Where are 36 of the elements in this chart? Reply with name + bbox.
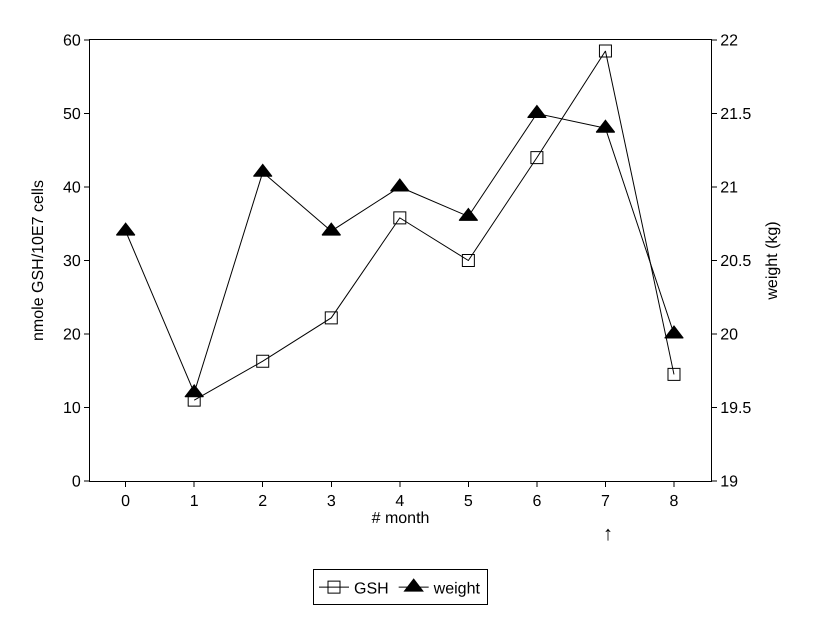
y2-tick-label: 19 bbox=[720, 474, 738, 491]
x-tick-label: 8 bbox=[670, 493, 679, 510]
point bbox=[598, 44, 612, 58]
x-tick-label: 7 bbox=[600, 493, 610, 510]
point bbox=[324, 311, 338, 324]
y-tick-label: 0 bbox=[72, 474, 81, 491]
legend-label: GSH bbox=[354, 580, 389, 598]
point bbox=[667, 368, 680, 381]
x-tick-label: 6 bbox=[532, 493, 542, 510]
y2-axis-title: weight (kg) bbox=[764, 221, 782, 301]
y-tick-label: 60 bbox=[63, 32, 81, 50]
x-tick-label: 4 bbox=[395, 493, 404, 510]
y-tick-label: 30 bbox=[63, 253, 81, 270]
x-tick-label: 1 bbox=[190, 493, 199, 510]
y-tick-label: 50 bbox=[63, 106, 81, 124]
legend-label: weight bbox=[432, 580, 480, 598]
y2-tick-label: 20.5 bbox=[720, 253, 752, 270]
y-axis-title: nmole GSH/10E7 cells bbox=[30, 180, 47, 341]
x-tick-label: 2 bbox=[258, 493, 268, 510]
point bbox=[530, 151, 544, 164]
point bbox=[462, 254, 475, 267]
point bbox=[256, 354, 270, 368]
point bbox=[393, 211, 406, 224]
x-tick-label: 5 bbox=[464, 493, 473, 510]
x-tick-label: 0 bbox=[121, 493, 130, 510]
y2-tick-label: 22 bbox=[720, 32, 738, 50]
y-tick-label: 10 bbox=[63, 400, 81, 418]
y2-tick-label: 20 bbox=[720, 326, 738, 344]
y-tick-label: 20 bbox=[63, 326, 81, 344]
x-tick-label: 3 bbox=[326, 493, 336, 510]
y2-tick-label: 19.5 bbox=[720, 400, 752, 418]
y2-tick-label: 21.5 bbox=[720, 106, 752, 124]
y2-tick-label: 21 bbox=[720, 180, 738, 197]
y-tick-label: 40 bbox=[63, 180, 81, 197]
x-axis-title: # month bbox=[372, 510, 430, 528]
text: ↑ bbox=[603, 523, 613, 545]
